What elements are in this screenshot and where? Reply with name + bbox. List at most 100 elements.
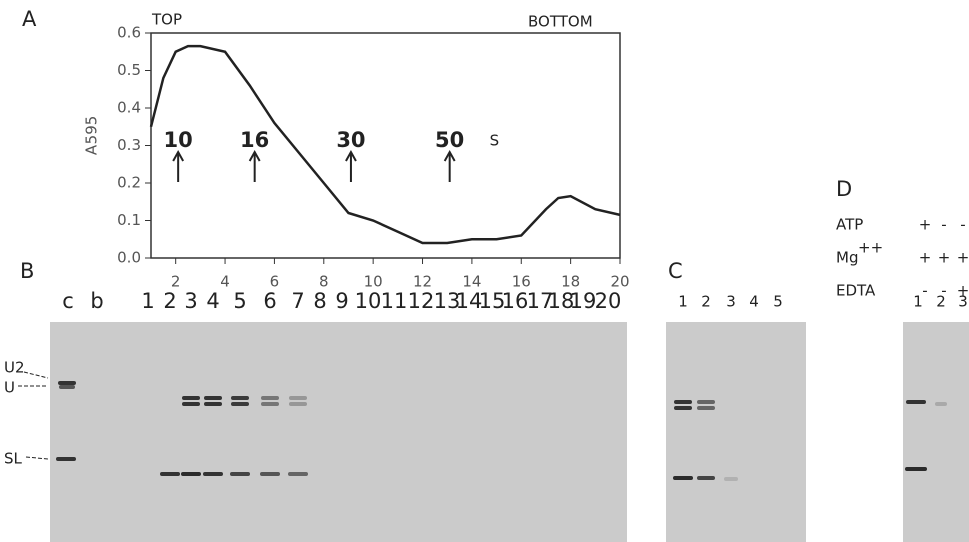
y-tick-label: 0.0 — [117, 249, 141, 267]
sed-marker-label: 50 — [435, 128, 464, 152]
gel-band — [906, 400, 926, 404]
lane-label: 15 — [479, 289, 506, 313]
gel-band — [288, 472, 308, 476]
condition-sign: - — [941, 282, 946, 300]
lane-label: 5 — [773, 293, 783, 311]
y-tick-label: 0.2 — [117, 174, 141, 192]
x-tick-label: 12 — [413, 273, 432, 291]
gel-band — [905, 467, 927, 471]
x-tick-label: 8 — [319, 273, 329, 291]
condition-sign: - — [941, 216, 946, 234]
condition-name: Mg — [836, 249, 858, 267]
lane-label: 4 — [206, 289, 219, 313]
band-label: SL — [4, 450, 23, 468]
lane-label: 5 — [233, 289, 246, 313]
band-pointer — [25, 456, 49, 460]
condition-sign: + — [919, 249, 932, 267]
lane-label: c — [62, 289, 74, 313]
band-label: U2 — [4, 359, 25, 377]
lane-label: 8 — [313, 289, 326, 313]
panel-label: C — [668, 259, 683, 283]
gel-band — [674, 406, 692, 410]
band-pointer — [23, 371, 49, 379]
condition-name: EDTA — [836, 282, 876, 300]
lane-label: 7 — [291, 289, 304, 313]
gel-band — [260, 472, 280, 476]
lane-label: 10 — [355, 289, 382, 313]
gel-band — [261, 396, 279, 400]
y-tick-label: 0.1 — [117, 211, 141, 229]
lane-label: 14 — [456, 289, 483, 313]
lane-label: 17 — [527, 289, 554, 313]
gel-band — [203, 472, 223, 476]
gel-band — [289, 396, 307, 400]
arrow-head — [345, 149, 357, 162]
lane-label: 9 — [335, 289, 348, 313]
gel-d — [903, 322, 969, 542]
gel-band — [204, 402, 222, 406]
lane-label: 18 — [548, 289, 575, 313]
y-tick-label: 0.6 — [117, 24, 141, 42]
x-tick-label: 10 — [364, 273, 383, 291]
gel-band — [204, 396, 222, 400]
lane-label: 6 — [263, 289, 276, 313]
x-tick-label: 14 — [462, 273, 481, 291]
gel-band — [181, 472, 201, 476]
condition-sign: - — [922, 282, 927, 300]
lane-label: 2 — [701, 293, 711, 311]
arrow-head — [248, 149, 261, 162]
panel-label: A — [22, 7, 37, 31]
x-tick-label: 4 — [220, 273, 230, 291]
lane-label: 2 — [936, 293, 946, 311]
gel-band — [697, 406, 715, 410]
gel-band — [58, 381, 76, 385]
sed-marker-label: 16 — [240, 128, 269, 152]
top-label: TOP — [151, 11, 182, 29]
unit-label: S — [490, 132, 500, 150]
lane-label: 4 — [749, 293, 759, 311]
gel-band — [724, 477, 738, 481]
lane-label: 1 — [141, 289, 154, 313]
gel-band — [674, 400, 692, 404]
gel-c — [666, 322, 806, 542]
gel-b — [50, 322, 627, 542]
condition-sign: + — [919, 216, 932, 234]
gel-band — [261, 402, 279, 406]
y-tick-label: 0.5 — [117, 61, 141, 79]
gel-band — [673, 476, 693, 480]
gel-band — [160, 472, 180, 476]
gel-band — [230, 472, 250, 476]
gel-band — [182, 402, 200, 406]
lane-label: 16 — [502, 289, 529, 313]
lane-label: 20 — [595, 289, 622, 313]
x-tick-label: 2 — [171, 273, 181, 291]
gel-band — [697, 476, 715, 480]
condition-sign: - — [960, 216, 965, 234]
lane-label: 19 — [570, 289, 597, 313]
condition-sign: + — [957, 249, 969, 267]
y-label-sub: 595 — [83, 116, 101, 145]
arrow-head — [443, 149, 456, 162]
y-tick-label: 0.3 — [117, 136, 141, 154]
panel-label: B — [20, 259, 34, 283]
x-tick-label: 16 — [512, 273, 531, 291]
gel-band — [56, 457, 76, 461]
band-label: U — [4, 379, 15, 397]
condition-sup: ++ — [858, 239, 883, 257]
lane-label: 1 — [678, 293, 688, 311]
absorbance-line — [149, 44, 621, 245]
sed-marker-label: 10 — [164, 128, 193, 152]
gel-band — [231, 396, 249, 400]
lane-label: 2 — [163, 289, 176, 313]
lane-label: 13 — [434, 289, 461, 313]
plot-frame — [150, 32, 621, 259]
x-tick-label: 18 — [561, 273, 580, 291]
gel-band — [289, 402, 307, 406]
gel-band — [935, 402, 947, 406]
lane-label: b — [90, 289, 103, 313]
lane-label: 11 — [381, 289, 408, 313]
lane-label: 3 — [184, 289, 197, 313]
gel-band — [697, 400, 715, 404]
panel-label: D — [836, 177, 852, 201]
x-tick-label: 20 — [610, 273, 629, 291]
